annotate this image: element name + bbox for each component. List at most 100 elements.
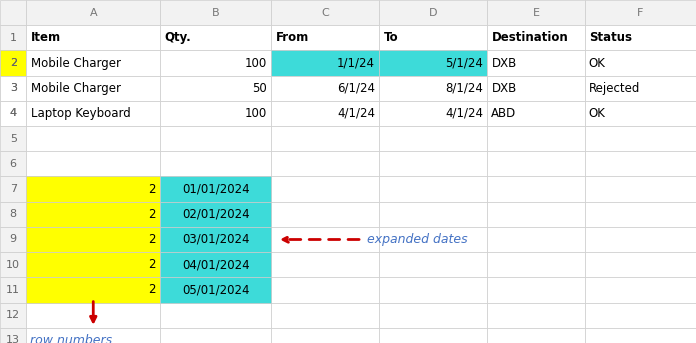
Text: Laptop Keyboard: Laptop Keyboard (31, 107, 130, 120)
Bar (160, 76, 271, 101)
Bar (379, 101, 487, 126)
Text: 3: 3 (10, 83, 17, 93)
Bar (160, 25, 271, 50)
Bar (160, 176, 271, 202)
Bar (487, 176, 585, 202)
Text: Status: Status (589, 31, 632, 44)
Text: ABD: ABD (491, 107, 516, 120)
Bar (271, 76, 379, 101)
Bar (26, 50, 160, 75)
Text: 50: 50 (253, 82, 267, 95)
Bar (271, 277, 379, 303)
Bar (26, 202, 160, 227)
Text: 1/1/24: 1/1/24 (337, 57, 375, 70)
Bar (160, 151, 271, 176)
Text: Mobile Charger: Mobile Charger (31, 82, 120, 95)
Bar (585, 25, 696, 50)
Bar (0, 50, 26, 75)
Text: 9: 9 (10, 235, 17, 245)
Bar (160, 202, 271, 227)
Text: 12: 12 (6, 310, 20, 320)
Bar (487, 25, 585, 50)
Bar (0, 303, 26, 328)
Bar (271, 176, 379, 202)
Bar (26, 0, 160, 25)
Bar (487, 101, 585, 126)
Bar (379, 50, 487, 75)
Bar (379, 176, 487, 202)
Bar (0, 126, 26, 151)
Text: Destination: Destination (491, 31, 568, 44)
Bar (487, 202, 585, 227)
Bar (585, 76, 696, 101)
Text: 4/1/24: 4/1/24 (445, 107, 483, 120)
Bar (487, 50, 585, 75)
Bar (379, 277, 487, 303)
Text: 6/1/24: 6/1/24 (337, 82, 375, 95)
Bar (26, 277, 160, 303)
Text: 2: 2 (148, 208, 156, 221)
Bar (0, 50, 26, 75)
Bar (26, 176, 160, 202)
Bar (487, 76, 585, 101)
Text: 100: 100 (245, 57, 267, 70)
Text: E: E (532, 8, 539, 17)
Bar (271, 25, 379, 50)
Bar (487, 0, 585, 25)
Bar (160, 252, 271, 277)
Bar (585, 25, 696, 50)
Bar (0, 252, 26, 277)
Text: expanded dates: expanded dates (367, 233, 468, 246)
Bar (379, 25, 487, 50)
Text: Qty.: Qty. (164, 31, 191, 44)
Bar (160, 328, 271, 343)
Bar (585, 0, 696, 25)
Text: DXB: DXB (491, 82, 516, 95)
Bar (487, 252, 585, 277)
Text: 6: 6 (10, 159, 17, 169)
Bar (585, 50, 696, 75)
Bar (160, 25, 271, 50)
Bar (26, 252, 160, 277)
Bar (271, 227, 379, 252)
Bar (487, 277, 585, 303)
Bar (26, 176, 160, 202)
Bar (0, 227, 26, 252)
Bar (26, 277, 160, 303)
Text: F: F (637, 8, 644, 17)
Bar (160, 50, 271, 75)
Text: B: B (212, 8, 219, 17)
Text: 4: 4 (10, 108, 17, 118)
Bar (0, 328, 26, 343)
Bar (160, 227, 271, 252)
Bar (379, 50, 487, 75)
Bar (0, 151, 26, 176)
Bar (26, 328, 160, 343)
Bar (487, 126, 585, 151)
Bar (379, 303, 487, 328)
Text: 4/1/24: 4/1/24 (337, 107, 375, 120)
Bar (26, 252, 160, 277)
Bar (271, 151, 379, 176)
Bar (26, 76, 160, 101)
Bar (160, 0, 271, 25)
Bar (585, 328, 696, 343)
Text: D: D (429, 8, 438, 17)
Text: 2: 2 (10, 58, 17, 68)
Bar (271, 328, 379, 343)
Bar (585, 76, 696, 101)
Bar (585, 303, 696, 328)
Bar (26, 126, 160, 151)
Bar (379, 151, 487, 176)
Bar (585, 101, 696, 126)
Text: To: To (383, 31, 398, 44)
Text: Rejected: Rejected (589, 82, 640, 95)
Bar (26, 101, 160, 126)
Bar (160, 303, 271, 328)
Bar (585, 202, 696, 227)
Bar (26, 303, 160, 328)
Text: 2: 2 (148, 283, 156, 296)
Bar (160, 252, 271, 277)
Bar (26, 202, 160, 227)
Bar (585, 252, 696, 277)
